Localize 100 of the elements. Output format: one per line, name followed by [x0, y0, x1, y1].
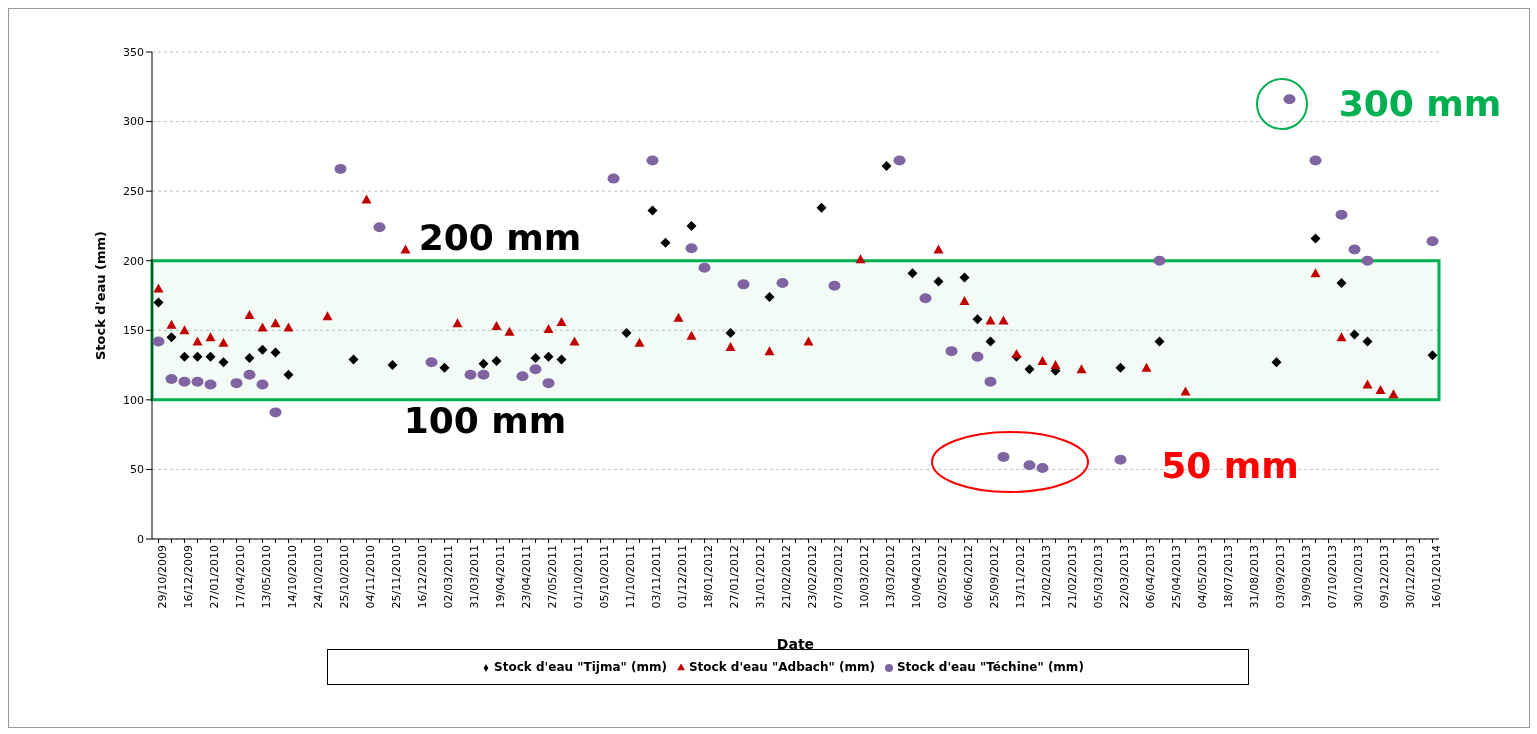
- point: [373, 222, 386, 233]
- point: [984, 376, 997, 387]
- point: [621, 328, 632, 339]
- point: [464, 369, 477, 380]
- point: [477, 369, 490, 380]
- point: [1336, 332, 1347, 342]
- point: [191, 376, 204, 387]
- x-tick-label: 21/02/2012: [780, 545, 794, 609]
- x-tick-label: 22/03/2013: [1118, 545, 1132, 609]
- x-tick-label: 13/05/2010: [260, 545, 274, 609]
- point: [607, 173, 620, 184]
- point: [1309, 155, 1322, 166]
- point: [1349, 329, 1360, 340]
- x-tick-label: 05/03/2013: [1092, 545, 1106, 609]
- point: [1154, 336, 1165, 347]
- point: [452, 318, 463, 328]
- x-tick-label: 29/10/2009: [156, 545, 170, 609]
- point: [1375, 385, 1386, 395]
- point: [166, 319, 177, 329]
- point: [997, 451, 1010, 462]
- x-tick-label: 23/04/2011: [520, 545, 534, 609]
- point: [998, 315, 1009, 325]
- point: [647, 205, 658, 216]
- y-tick-label: 50: [130, 463, 144, 477]
- y-tick-label: 350: [123, 45, 144, 59]
- x-tick-label: 04/05/2013: [1196, 545, 1210, 609]
- y-tick-label: 100: [123, 393, 144, 407]
- x-tick-label: 18/07/2013: [1222, 545, 1236, 609]
- point: [1362, 379, 1373, 389]
- x-tick-label: 04/11/2010: [364, 545, 378, 609]
- point: [686, 330, 697, 340]
- x-tick-label: 10/04/2012: [910, 545, 924, 609]
- point: [491, 321, 502, 331]
- point: [218, 337, 229, 347]
- point: [919, 293, 932, 304]
- point: [334, 163, 347, 174]
- point: [764, 291, 775, 302]
- point: [1427, 350, 1438, 361]
- y-axis-title: Stock d'eau (mm): [92, 230, 108, 361]
- y-tick-label: 0: [137, 532, 144, 546]
- point: [192, 336, 203, 346]
- point: [972, 314, 983, 325]
- point: [387, 360, 398, 371]
- point: [165, 373, 178, 384]
- x-tick-label: 27/01/2012: [728, 545, 742, 609]
- point: [153, 283, 164, 293]
- point: [907, 268, 918, 279]
- x-tick-label: 05/10/2011: [598, 545, 612, 609]
- point: [959, 272, 970, 283]
- point: [1336, 277, 1347, 288]
- point: [1283, 94, 1296, 105]
- point: [543, 323, 554, 333]
- x-tick-label: 02/05/2012: [936, 545, 950, 609]
- point: [439, 362, 450, 373]
- point: [1050, 360, 1061, 370]
- point: [1076, 364, 1087, 374]
- point: [478, 358, 489, 369]
- x-tick-label: 27/01/2010: [208, 545, 222, 609]
- point: [776, 277, 789, 288]
- x-tick-label: 25/11/2010: [390, 545, 404, 609]
- point: [685, 243, 698, 254]
- point: [1335, 209, 1348, 220]
- point: [153, 297, 164, 308]
- x-tick-label: 23/02/2012: [806, 545, 820, 609]
- point: [933, 276, 944, 287]
- point: [985, 315, 996, 325]
- point: [348, 354, 359, 365]
- x-tick-label: 03/09/2013: [1274, 545, 1288, 609]
- point: [270, 318, 281, 328]
- point: [504, 326, 515, 336]
- point: [243, 369, 256, 380]
- y-tick-label: 150: [123, 324, 144, 338]
- point: [803, 336, 814, 346]
- x-tick-label: 25/09/2012: [988, 545, 1002, 609]
- point: [634, 337, 645, 347]
- annotation: 300 mm: [1338, 82, 1502, 124]
- point: [543, 351, 554, 362]
- annotation: 50 mm: [1161, 444, 1299, 486]
- x-tick-label: 13/03/2012: [884, 545, 898, 609]
- point: [257, 344, 268, 355]
- point: [1310, 268, 1321, 278]
- point: [516, 371, 529, 382]
- x-tick-label: 14/10/2010: [286, 545, 300, 609]
- point: [893, 155, 906, 166]
- point: [244, 353, 255, 364]
- point: [686, 220, 697, 231]
- point: [1011, 348, 1022, 358]
- point: [725, 328, 736, 339]
- point: [1037, 355, 1048, 365]
- x-tick-label: 31/01/2012: [754, 545, 768, 609]
- point: [179, 325, 190, 335]
- legend-label: Stock d'eau "Adbach" (mm): [688, 660, 875, 674]
- point: [204, 379, 217, 390]
- x-tick-label: 07/03/2012: [832, 545, 846, 609]
- point: [556, 316, 567, 326]
- point: [933, 244, 944, 254]
- point: [673, 312, 684, 322]
- point: [179, 351, 190, 362]
- x-tick-label: 30/12/2013: [1404, 545, 1418, 609]
- point: [660, 237, 671, 248]
